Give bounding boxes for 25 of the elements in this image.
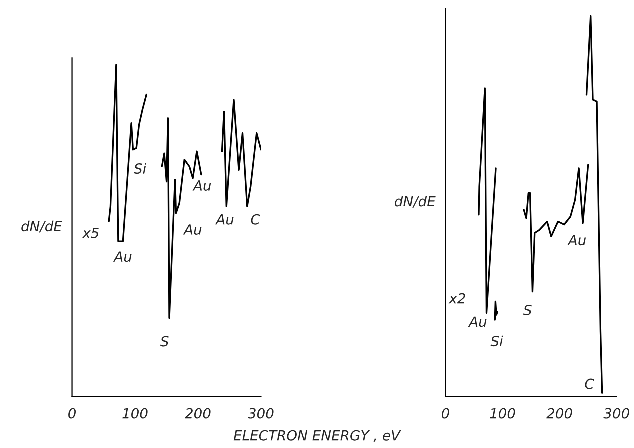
x-tick-label: 200 bbox=[546, 408, 572, 419]
y-axis-title: dN/dE bbox=[22, 220, 62, 233]
annotation: C bbox=[251, 214, 260, 225]
x-tick-label: 0 bbox=[68, 408, 76, 419]
annotation: Au bbox=[192, 180, 212, 191]
annotation: S bbox=[160, 336, 169, 347]
annotation: Au bbox=[183, 224, 202, 235]
annotation: Au bbox=[468, 316, 487, 328]
annotation: Si bbox=[490, 336, 504, 347]
annotation: S bbox=[524, 305, 532, 316]
x-tick-label: 100 bbox=[122, 408, 148, 419]
annotation: x5 bbox=[82, 228, 99, 238]
y-axis-title: dN/dE bbox=[395, 196, 436, 208]
annotation: Au bbox=[568, 235, 586, 246]
annotation: x2 bbox=[448, 293, 466, 304]
x-tick-label: 100 bbox=[490, 408, 516, 419]
x-tick-label: 200 bbox=[185, 408, 211, 419]
annotation: C bbox=[585, 378, 594, 390]
x-tick-label: 300 bbox=[604, 408, 630, 419]
x-tick-label: 0 bbox=[442, 408, 450, 419]
annotation: Au bbox=[215, 214, 234, 225]
annotation: Si bbox=[134, 163, 147, 174]
annotation: Au bbox=[113, 252, 132, 262]
x-axis-title: ELECTRON ENERGY , eV bbox=[234, 430, 402, 442]
x-tick-label: 300 bbox=[248, 408, 274, 419]
